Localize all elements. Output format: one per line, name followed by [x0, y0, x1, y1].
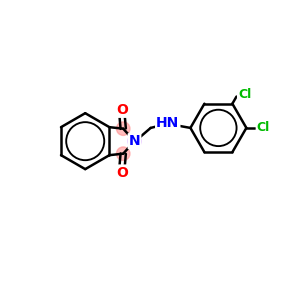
Text: O: O: [116, 166, 128, 179]
Text: HN: HN: [156, 116, 179, 130]
Text: O: O: [116, 103, 128, 117]
Circle shape: [116, 122, 130, 135]
Text: Cl: Cl: [257, 122, 270, 134]
Text: N: N: [129, 134, 140, 148]
Circle shape: [128, 134, 141, 148]
Circle shape: [116, 147, 130, 160]
Text: Cl: Cl: [238, 88, 251, 101]
